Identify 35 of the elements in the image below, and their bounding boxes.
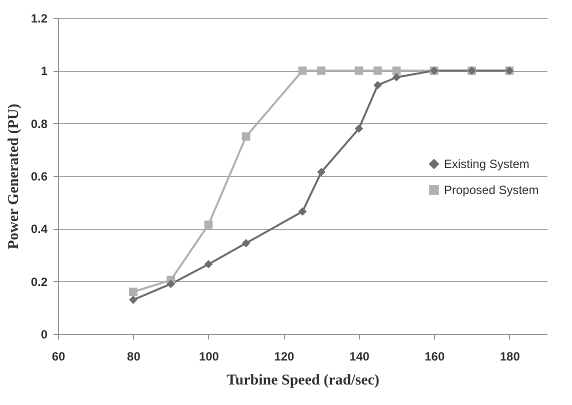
y-tick-label: 0.6 [30, 170, 48, 184]
point [392, 73, 401, 82]
point [374, 80, 382, 90]
legend-label: Proposed System [444, 183, 539, 197]
y-tick-label: 0.2 [30, 274, 48, 289]
legend-label: Existing System [444, 157, 530, 171]
x-tick-label: 80 [127, 350, 141, 364]
point [129, 296, 138, 304]
point [354, 124, 364, 133]
y-tick-label: 1 [40, 64, 48, 78]
y-axis-title: Power Generated (PU) [6, 104, 22, 250]
y-tick-label: 0 [40, 328, 48, 342]
point [374, 66, 382, 75]
point [317, 168, 326, 176]
x-tick-label: 60 [52, 350, 66, 364]
x-tick-label: 160 [424, 350, 445, 364]
y-tick-label: 1.2 [30, 12, 48, 26]
x-tick-label: 100 [198, 350, 220, 364]
point [204, 220, 213, 229]
x-tick-label: 140 [349, 350, 370, 364]
point [242, 132, 250, 141]
x-tick-label: 180 [500, 350, 520, 364]
point [392, 66, 401, 75]
x-axis-title: Turbine Speed (rad/sec) [226, 372, 380, 388]
point [354, 66, 364, 75]
point [298, 207, 307, 216]
point [204, 260, 213, 268]
y-tick-label: 0.8 [30, 116, 48, 131]
y-tick-label: 0.4 [30, 222, 48, 236]
point [242, 238, 250, 248]
x-tick-label: 120 [274, 350, 295, 364]
point [317, 66, 326, 75]
point [298, 66, 307, 75]
point [166, 280, 176, 288]
point [129, 288, 138, 296]
